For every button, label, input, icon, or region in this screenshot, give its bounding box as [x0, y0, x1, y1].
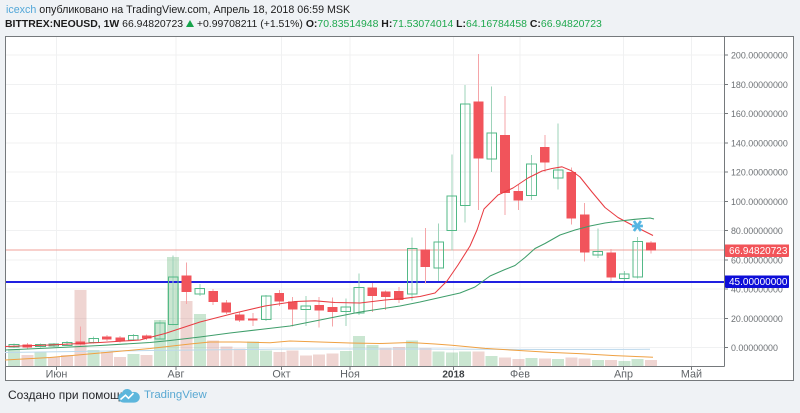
- svg-text:40.00000000: 40.00000000: [731, 285, 783, 295]
- svg-text:60.00000000: 60.00000000: [731, 255, 783, 265]
- svg-text:140.00000000: 140.00000000: [731, 138, 788, 148]
- svg-text:Май: Май: [681, 369, 702, 381]
- svg-text:120.00000000: 120.00000000: [731, 168, 788, 178]
- svg-text:200.00000000: 200.00000000: [731, 51, 788, 61]
- svg-text:2018: 2018: [442, 370, 465, 381]
- svg-text:Июн: Июн: [46, 369, 68, 381]
- svg-text:Окт: Окт: [272, 369, 290, 381]
- svg-text:0.00000000: 0.00000000: [731, 343, 778, 353]
- svg-text:80.00000000: 80.00000000: [731, 226, 783, 236]
- svg-text:66.94820723: 66.94820723: [729, 246, 788, 257]
- svg-text:Ноя: Ноя: [340, 369, 360, 381]
- svg-text:20.00000000: 20.00000000: [731, 314, 783, 324]
- svg-text:Апр: Апр: [614, 369, 633, 381]
- svg-text:160.00000000: 160.00000000: [731, 109, 788, 119]
- svg-text:Фев: Фев: [510, 369, 530, 381]
- svg-text:180.00000000: 180.00000000: [731, 80, 788, 90]
- svg-text:Авг: Авг: [168, 369, 185, 381]
- svg-text:100.00000000: 100.00000000: [731, 197, 788, 207]
- svg-text:45.00000000: 45.00000000: [729, 277, 788, 288]
